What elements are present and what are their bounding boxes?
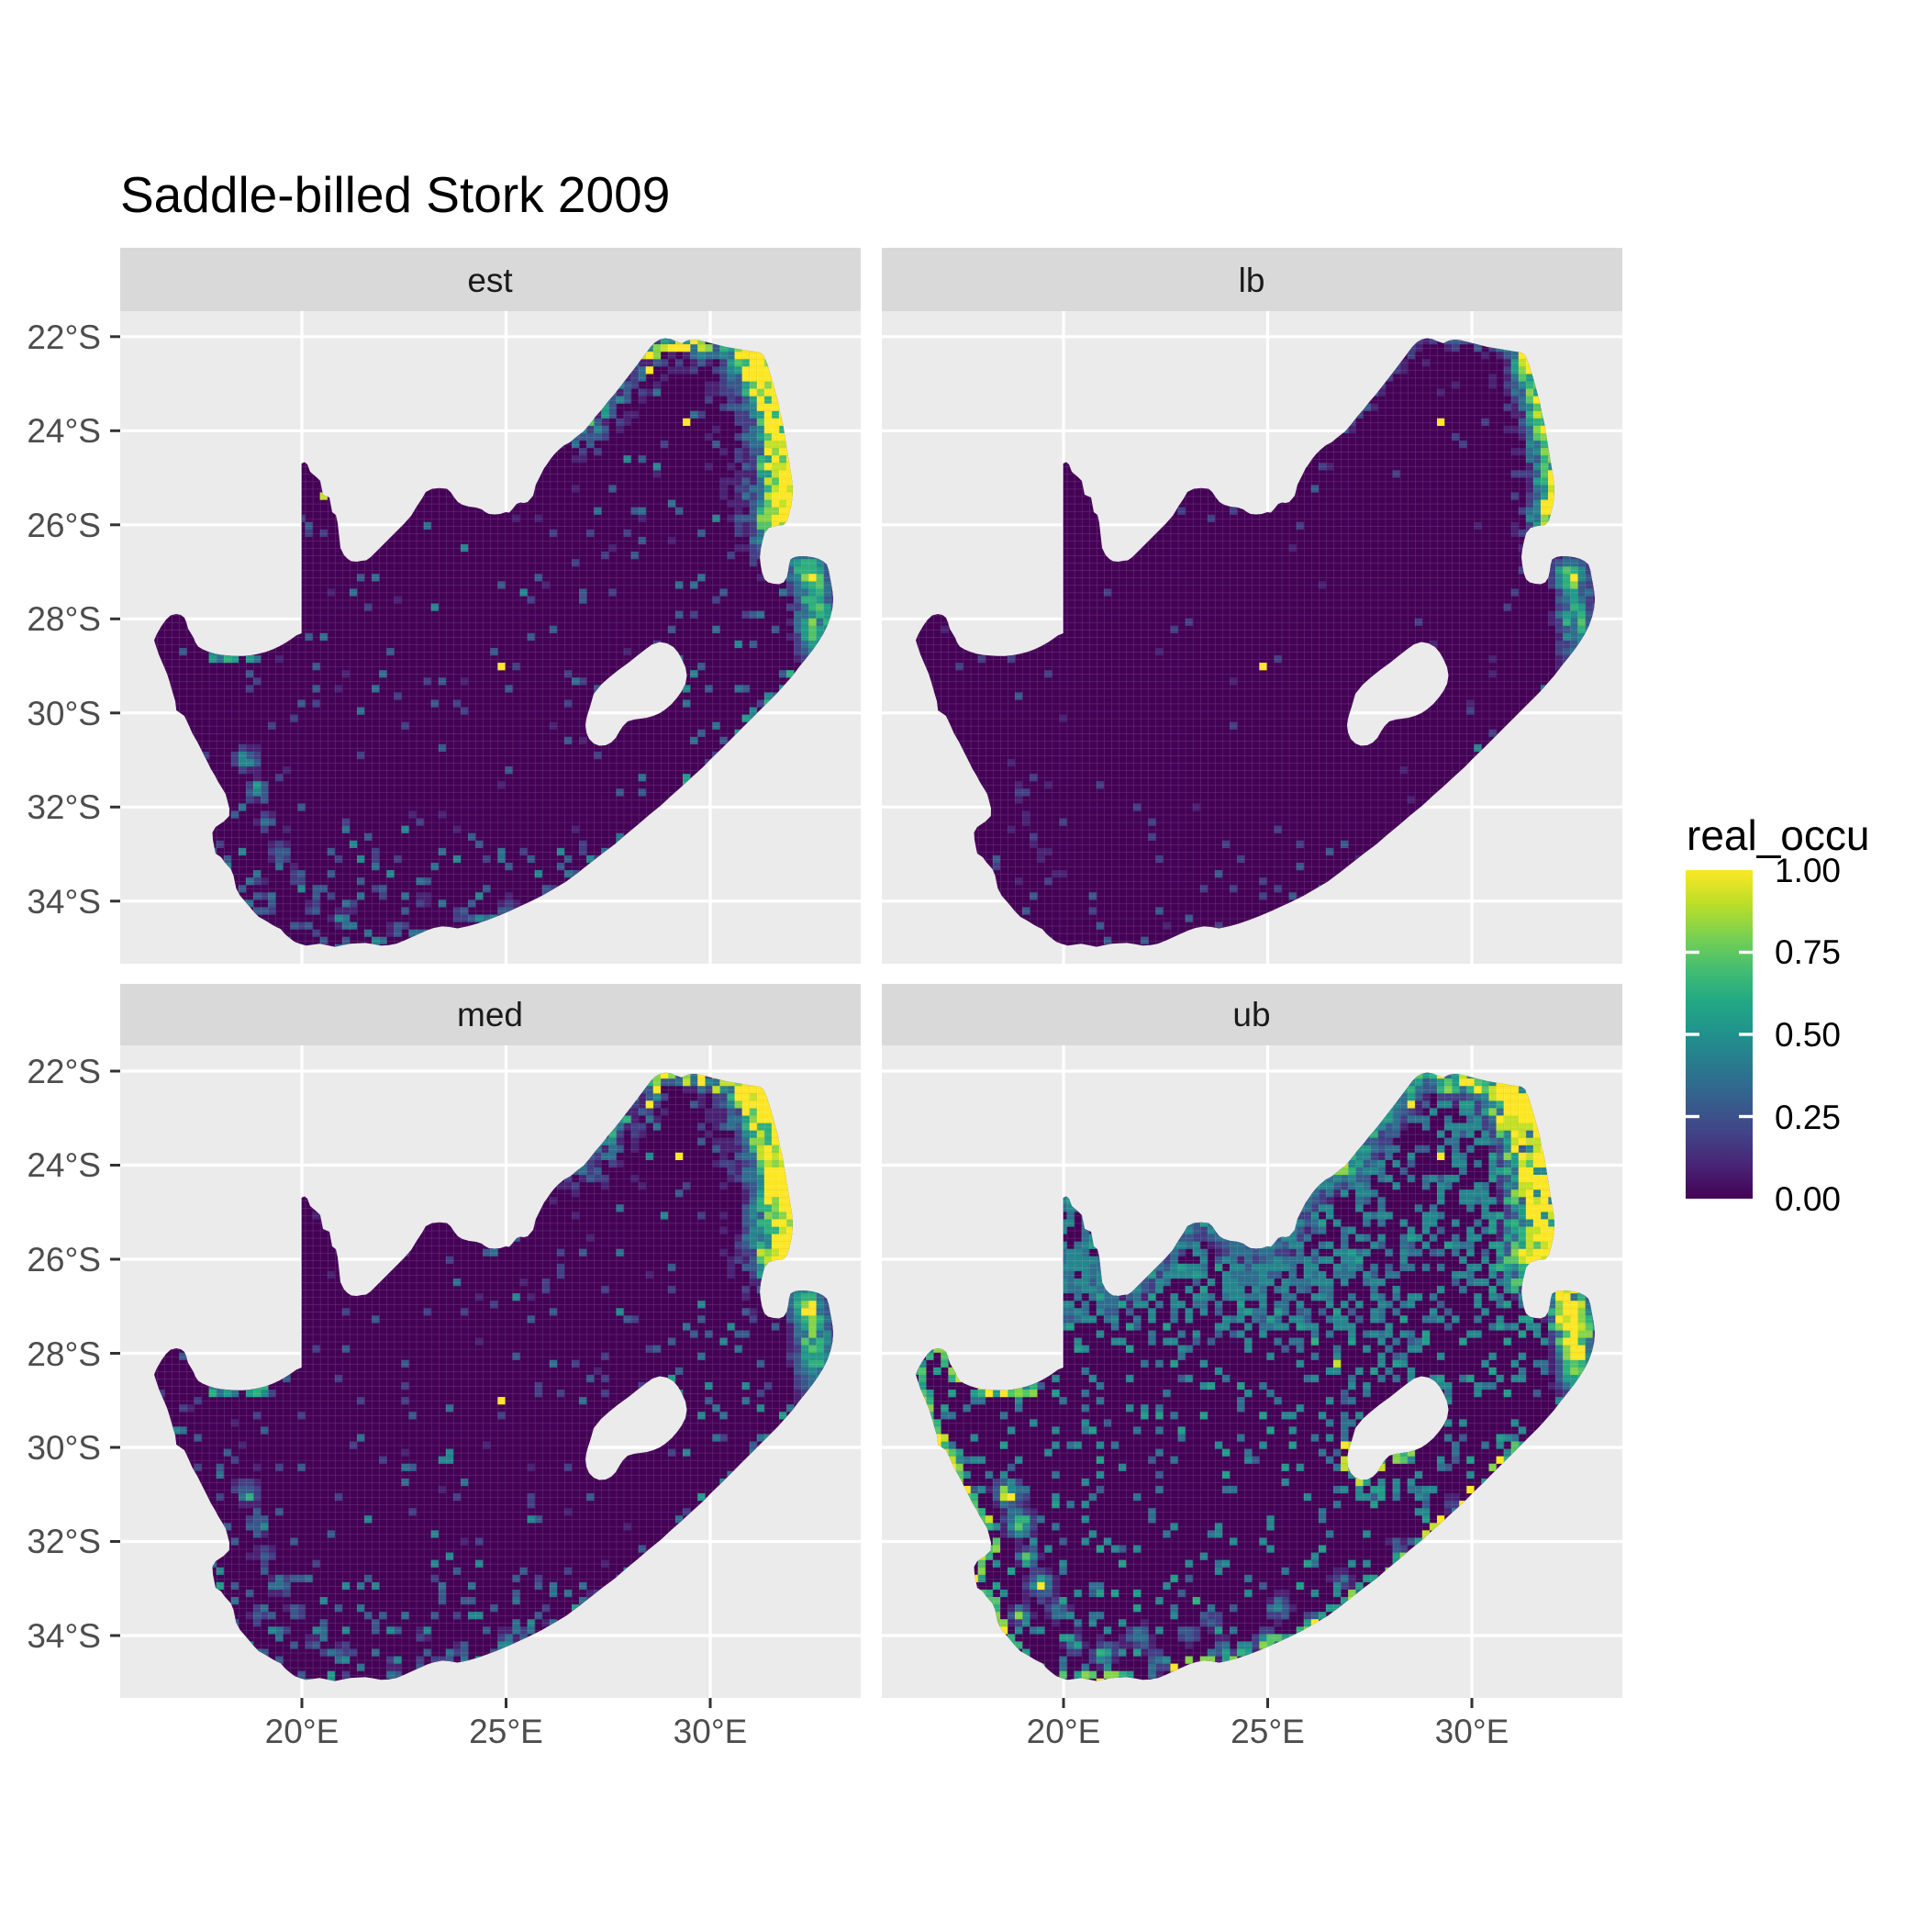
svg-text:20°E: 20°E: [265, 1713, 340, 1750]
svg-text:ub: ub: [1232, 996, 1270, 1033]
svg-text:25°E: 25°E: [1231, 1713, 1305, 1750]
svg-text:30°E: 30°E: [674, 1713, 748, 1750]
svg-text:0.75: 0.75: [1775, 933, 1841, 971]
svg-text:0.50: 0.50: [1775, 1016, 1841, 1054]
svg-text:28°S: 28°S: [27, 600, 101, 638]
svg-text:lb: lb: [1239, 262, 1265, 299]
svg-text:34°S: 34°S: [27, 1617, 101, 1655]
svg-text:est: est: [467, 262, 513, 299]
svg-text:32°S: 32°S: [27, 788, 101, 826]
svg-text:32°S: 32°S: [27, 1523, 101, 1560]
svg-text:22°S: 22°S: [27, 1053, 101, 1090]
svg-text:30°E: 30°E: [1435, 1713, 1509, 1750]
svg-text:34°S: 34°S: [27, 883, 101, 921]
svg-text:22°S: 22°S: [27, 318, 101, 356]
svg-text:24°S: 24°S: [27, 412, 101, 450]
svg-text:0.25: 0.25: [1775, 1099, 1841, 1136]
svg-text:30°S: 30°S: [27, 695, 101, 732]
svg-text:real_occu: real_occu: [1687, 811, 1869, 859]
svg-text:1.00: 1.00: [1775, 852, 1841, 889]
svg-text:25°E: 25°E: [469, 1713, 543, 1750]
svg-text:0.00: 0.00: [1775, 1180, 1841, 1218]
svg-text:Saddle-billed Stork 2009: Saddle-billed Stork 2009: [120, 166, 670, 223]
svg-text:26°S: 26°S: [27, 507, 101, 544]
svg-text:26°S: 26°S: [27, 1241, 101, 1279]
svg-text:20°E: 20°E: [1027, 1713, 1101, 1750]
svg-text:28°S: 28°S: [27, 1335, 101, 1373]
svg-text:24°S: 24°S: [27, 1146, 101, 1184]
svg-text:30°S: 30°S: [27, 1429, 101, 1467]
svg-text:med: med: [457, 996, 523, 1033]
